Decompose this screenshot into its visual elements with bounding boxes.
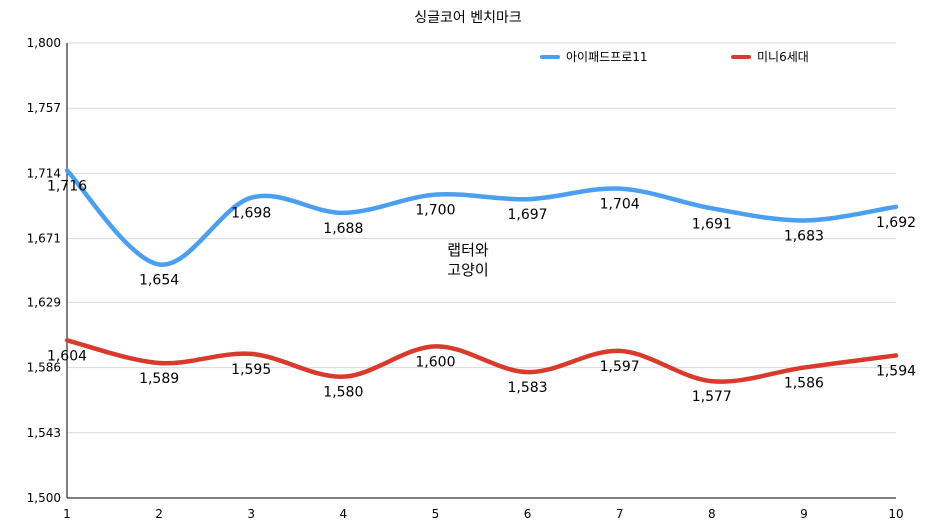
data-label: 1,700 (415, 203, 455, 219)
y-tick-label: 1,543 (27, 426, 61, 440)
data-label: 1,691 (692, 216, 732, 232)
data-label: 1,600 (415, 354, 455, 370)
x-tick-label: 5 (432, 507, 440, 521)
data-label: 1,594 (876, 363, 916, 379)
x-tick-label: 1 (63, 507, 71, 521)
y-tick-label: 1,757 (27, 101, 61, 115)
legend-label: 아이패드프로11 (566, 50, 648, 64)
chart-title: 싱글코어 벤치마크 (414, 10, 522, 26)
data-label: 1,698 (231, 206, 271, 222)
data-label: 1,692 (876, 215, 916, 231)
y-tick-label: 1,671 (27, 232, 61, 246)
data-label: 1,654 (139, 272, 179, 288)
series-line-1 (64, 338, 899, 384)
watermark-line: 랩터와 (447, 241, 489, 259)
data-label: 1,704 (600, 197, 640, 213)
data-label: 1,583 (508, 380, 548, 396)
x-tick-label: 9 (800, 507, 808, 521)
y-tick-label: 1,629 (27, 295, 61, 309)
data-label: 1,716 (47, 178, 87, 194)
y-tick-label: 1,800 (27, 36, 61, 50)
data-label: 1,683 (784, 228, 824, 244)
data-label: 1,577 (692, 389, 732, 405)
legend-label: 미니6세대 (757, 50, 809, 64)
data-label: 1,697 (508, 207, 548, 223)
watermark-line: 고양이 (447, 261, 488, 279)
data-label: 1,688 (323, 221, 363, 237)
x-tick-label: 3 (247, 507, 255, 521)
x-tick-label: 6 (524, 507, 532, 521)
x-tick-label: 7 (616, 507, 624, 521)
data-label: 1,597 (600, 359, 640, 375)
x-tick-label: 4 (340, 507, 348, 521)
data-labels: 1,716 1,654 1,698 1,688 1,700 1,697 1,704 1,691… (47, 178, 916, 405)
x-tick-label: 2 (155, 507, 163, 521)
data-label: 1,580 (323, 385, 363, 401)
axes: 1,500 1,543 1,586 1,629 1,671 1,714 1,757 1,800… (27, 36, 904, 521)
series-group (64, 168, 899, 384)
legend: 아이패드프로11 미니6세대 (540, 50, 809, 64)
data-label: 1,586 (784, 376, 824, 392)
data-label: 1,595 (231, 362, 271, 378)
x-tick-label: 8 (708, 507, 716, 521)
x-tick-label: 10 (888, 507, 903, 521)
data-label: 1,604 (47, 348, 87, 364)
y-tick-label: 1,714 (27, 166, 61, 180)
series-line-0 (64, 168, 899, 267)
y-tick-label: 1,500 (27, 491, 61, 505)
data-label: 1,589 (139, 371, 179, 387)
y-tick-label: 1,586 (27, 361, 61, 375)
